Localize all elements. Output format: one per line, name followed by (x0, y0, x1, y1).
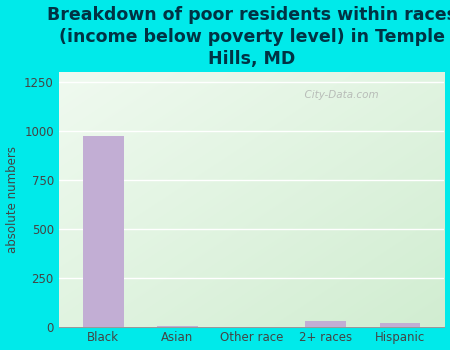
Bar (83, 136, 124, 327)
Bar (157, 326, 198, 327)
Bar (379, 323, 420, 327)
Y-axis label: absolute numbers: absolute numbers (5, 146, 18, 253)
Bar (306, 321, 346, 327)
Title: Breakdown of poor residents within races
(income below poverty level) in Temple
: Breakdown of poor residents within races… (47, 6, 450, 68)
Text: City-Data.com: City-Data.com (298, 90, 378, 100)
